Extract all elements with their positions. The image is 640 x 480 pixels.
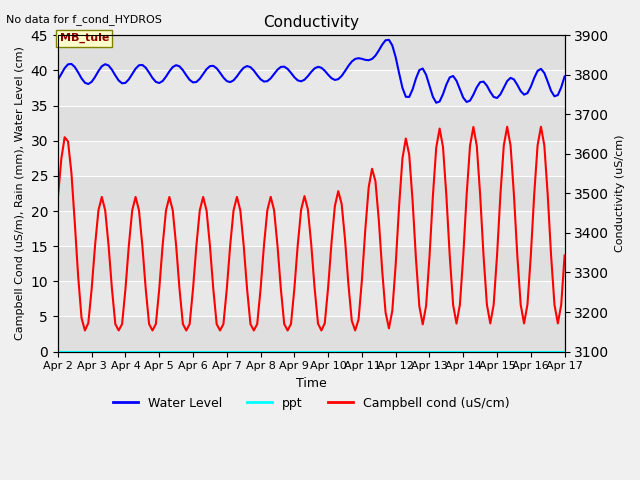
Legend: Water Level, ppt, Campbell cond (uS/cm): Water Level, ppt, Campbell cond (uS/cm) — [108, 392, 515, 415]
X-axis label: Time: Time — [296, 377, 326, 390]
Bar — [58, 246, 564, 281]
Y-axis label: Campbell Cond (uS/m), Rain (mm), Water Level (cm): Campbell Cond (uS/m), Rain (mm), Water L… — [15, 47, 25, 340]
Bar — [58, 106, 564, 141]
Y-axis label: Conductivity (uS/cm): Conductivity (uS/cm) — [615, 135, 625, 252]
Bar — [58, 316, 564, 351]
Text: MB_tule: MB_tule — [60, 33, 109, 43]
Bar — [58, 176, 564, 211]
Title: Conductivity: Conductivity — [263, 15, 359, 30]
Text: No data for f_cond_HYDROS: No data for f_cond_HYDROS — [6, 14, 163, 25]
Bar — [58, 36, 564, 71]
